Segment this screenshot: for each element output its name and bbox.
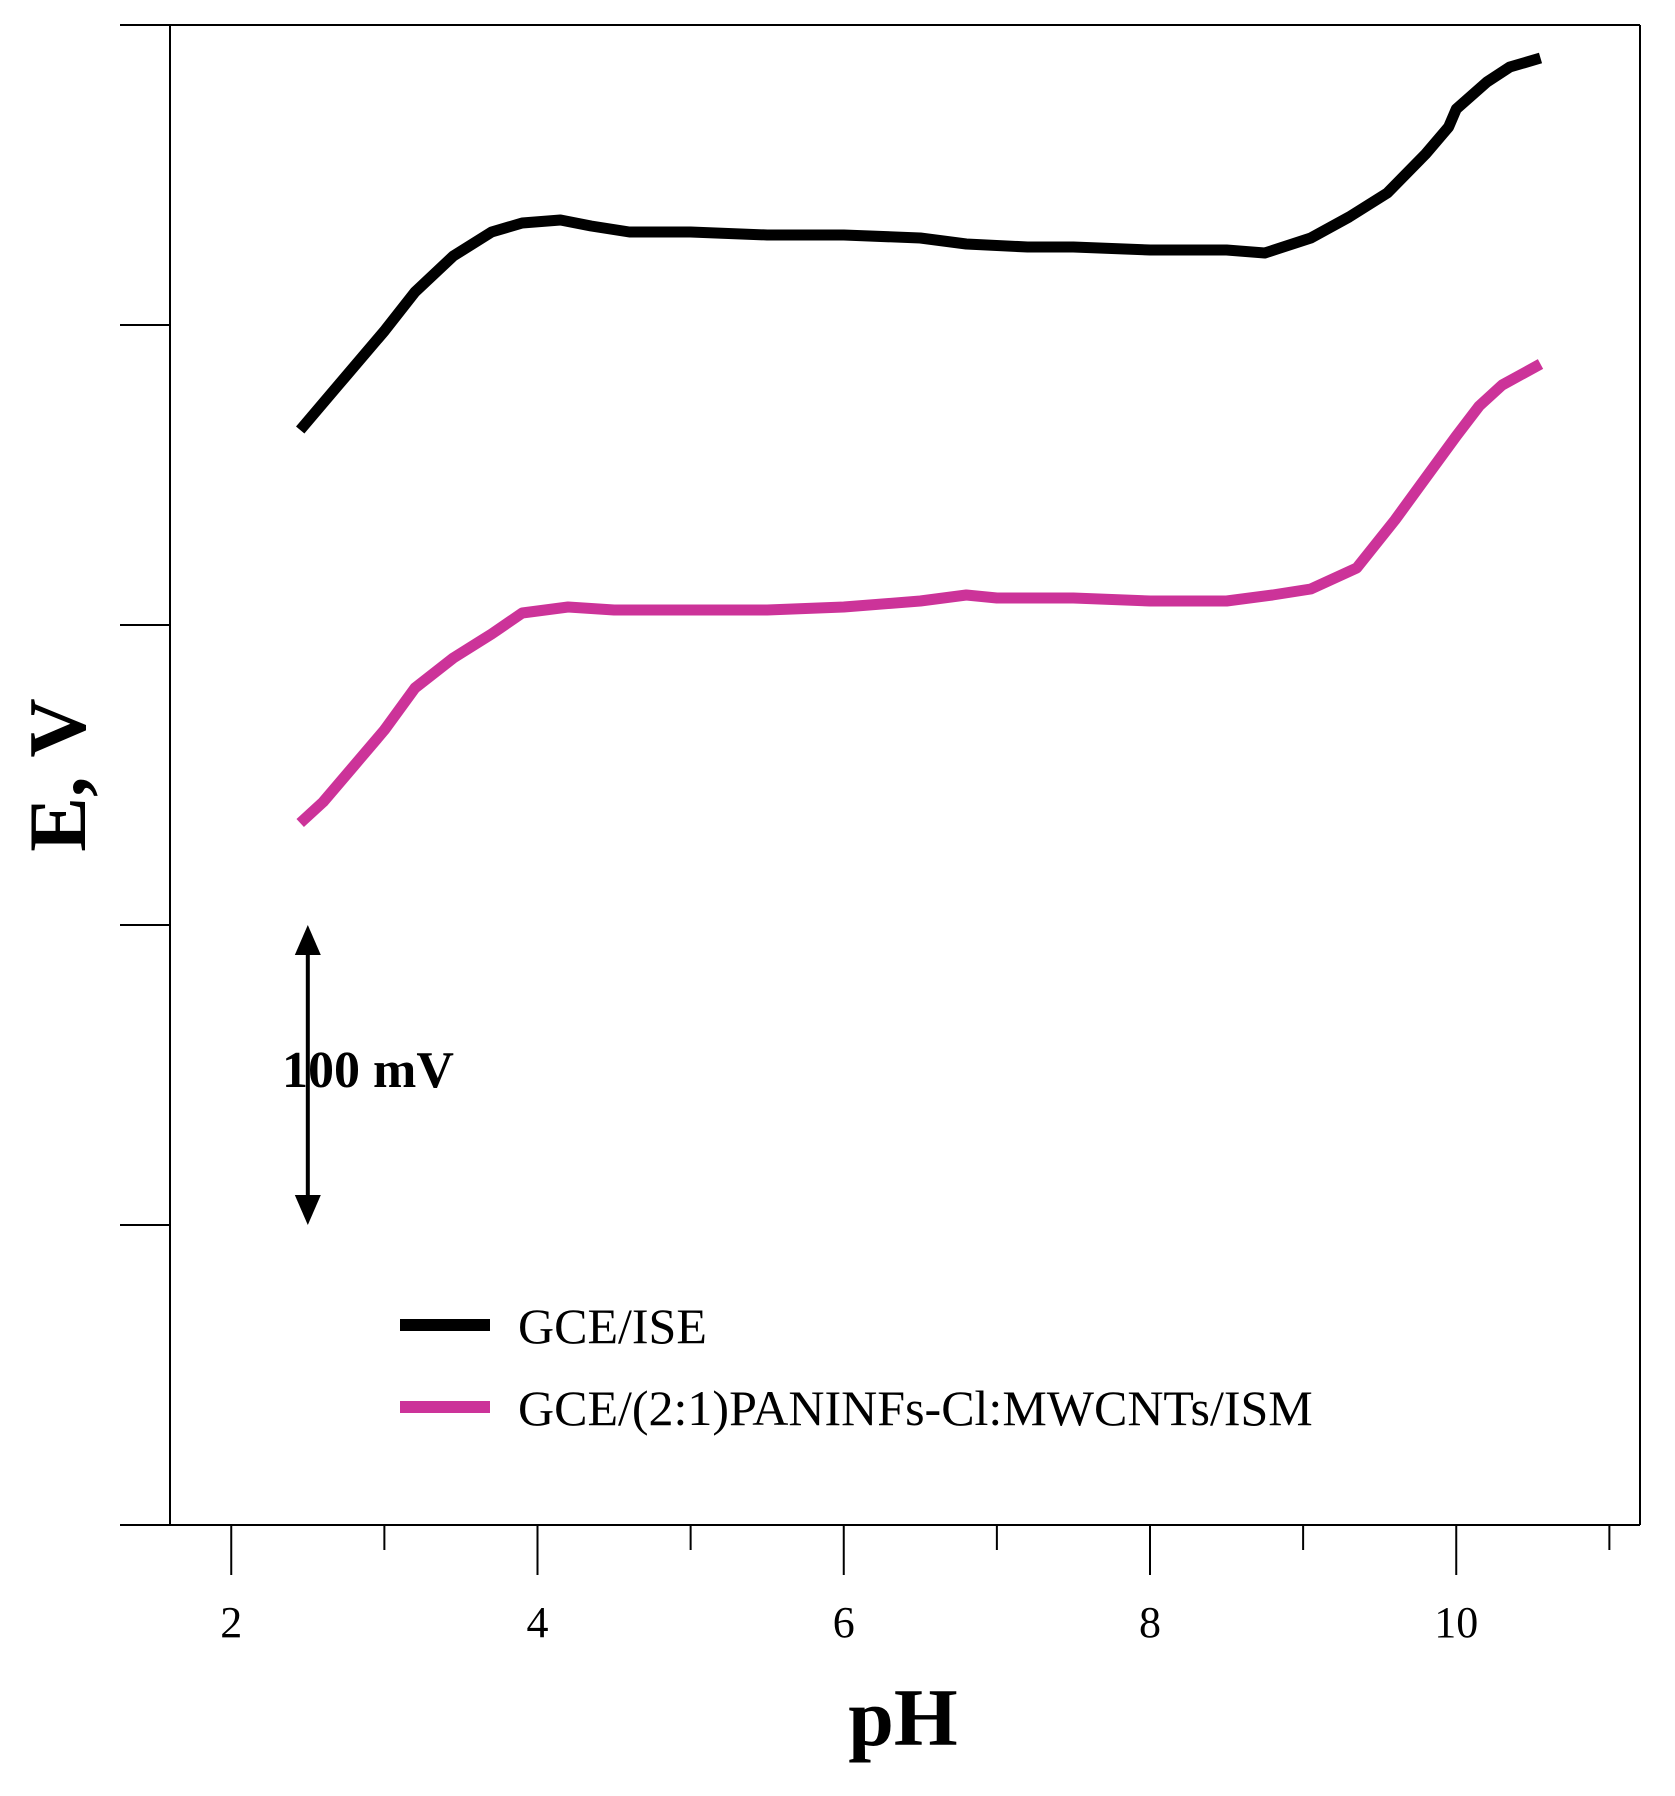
scale-bar-label: 100 mV <box>282 1042 454 1099</box>
x-tick-label: 8 <box>1139 1598 1161 1647</box>
x-axis-title: pH <box>848 1672 957 1763</box>
legend-label-gce-panis: GCE/(2:1)PANINFs-Cl:MWCNTs/ISM <box>518 1380 1313 1436</box>
x-tick-label: 4 <box>527 1598 549 1647</box>
y-axis-title: E, V <box>12 698 103 851</box>
series-group <box>296 52 1544 828</box>
scale-bar: 100 mV <box>282 925 454 1225</box>
axes-group <box>120 24 1641 1526</box>
scale-bar-arrow-down <box>294 1195 321 1225</box>
series-line-1 <box>296 52 1543 434</box>
x-ticks: 2 4 6 8 10 <box>220 1525 1611 1647</box>
x-tick-label: 10 <box>1434 1598 1478 1647</box>
legend-label-gce-ise: GCE/ISE <box>518 1298 707 1354</box>
scale-bar-arrow-up <box>294 925 321 955</box>
x-tick-label: 2 <box>220 1598 242 1647</box>
series-line-2 <box>296 359 1544 828</box>
x-tick-label: 6 <box>833 1598 855 1647</box>
y-ticks <box>120 24 170 1526</box>
legend: GCE/ISE GCE/(2:1)PANINFs-Cl:MWCNTs/ISM <box>400 1298 1313 1436</box>
